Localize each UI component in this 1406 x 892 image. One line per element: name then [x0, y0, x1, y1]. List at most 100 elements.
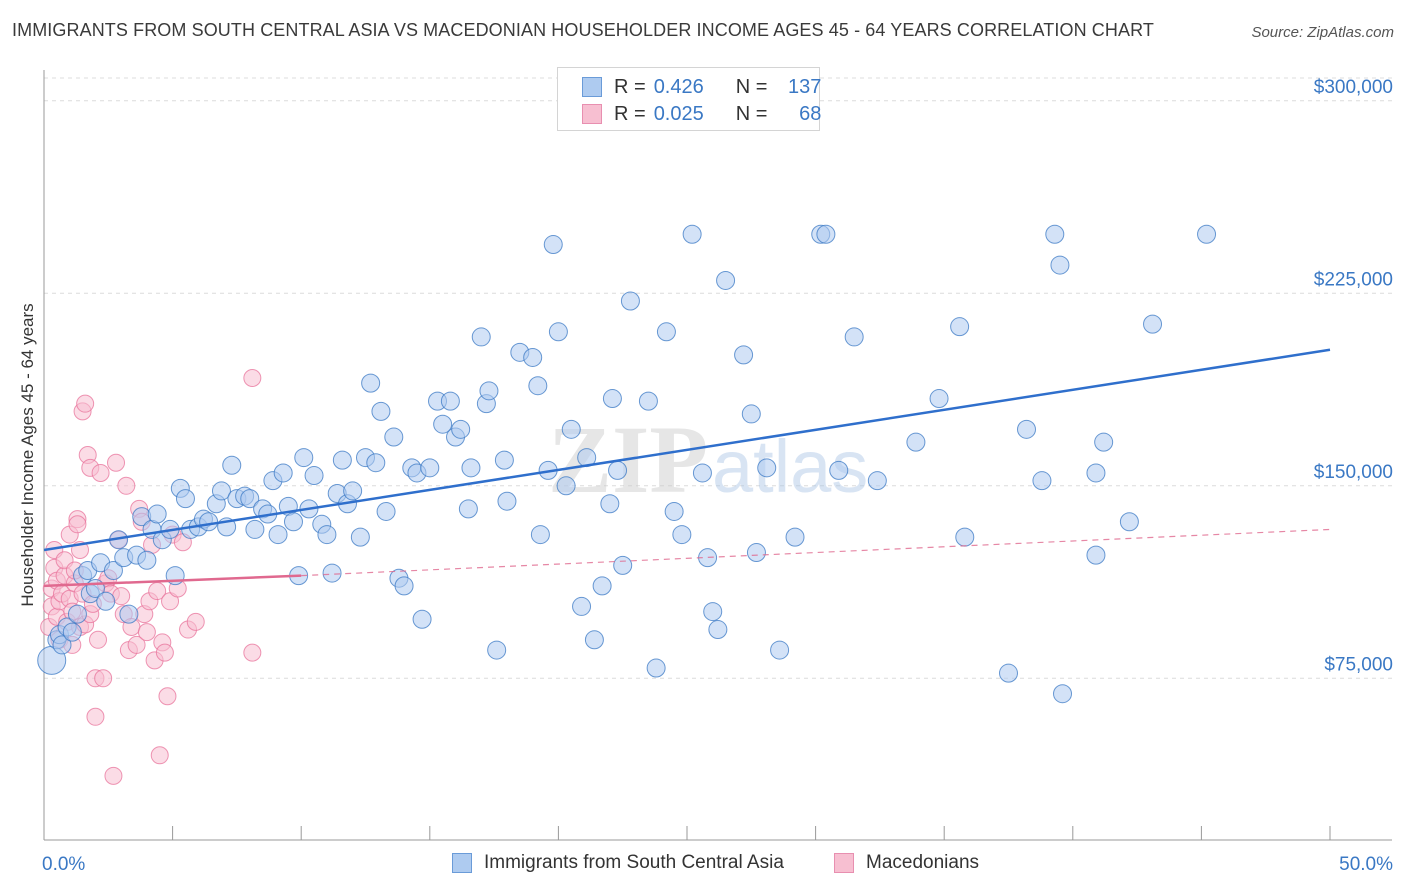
legend-swatch-blue: [452, 853, 472, 873]
macedonians-point: [107, 453, 126, 472]
x-tick-label-min: 0.0%: [42, 854, 85, 875]
south-central-asia-point: [283, 512, 303, 532]
south-central-asia-point: [371, 401, 391, 421]
south-central-asia-point: [600, 494, 620, 514]
south-central-asia-point: [96, 591, 116, 611]
south-central-asia-point: [1017, 419, 1037, 439]
south-central-asia-point: [487, 640, 507, 660]
south-central-asia-point: [461, 458, 481, 478]
watermark: ZIP atlas: [548, 406, 868, 513]
south-central-asia-point: [451, 419, 471, 439]
macedonians-point: [137, 623, 156, 642]
south-central-asia-point: [770, 640, 790, 660]
south-central-asia-point: [222, 455, 242, 475]
south-central-asia-point: [199, 512, 219, 532]
legend-r-label: R =: [614, 75, 646, 98]
south-central-asia-point: [929, 389, 949, 409]
south-central-asia-point: [682, 224, 702, 244]
south-central-asia-point: [67, 604, 87, 624]
legend-r-label: R =: [614, 102, 646, 125]
legend-n-label: N =: [735, 75, 768, 98]
bottom-legend-label: Immigrants from South Central Asia: [484, 852, 784, 873]
south-central-asia-point: [646, 658, 666, 678]
south-central-asia-point: [304, 466, 324, 486]
legend-r-value: 0.025: [653, 102, 704, 125]
south-central-asia-point: [240, 489, 260, 509]
south-central-asia-point: [211, 481, 231, 501]
legend-n-label: N =: [735, 102, 768, 125]
macedonians-point: [243, 369, 262, 387]
macedonians-point: [158, 687, 177, 706]
legend-n-value: 137: [788, 75, 822, 98]
legend-swatch-blue: [582, 77, 602, 97]
source-label: Source: ZipAtlas.com: [1251, 24, 1394, 41]
south-central-asia-point: [528, 376, 548, 396]
south-central-asia-points: [37, 224, 1217, 704]
south-central-asia-point: [412, 609, 432, 629]
macedonians-trend-line: [43, 574, 302, 588]
axis-labels: $75,000 $150,000 $225,000 $300,000 0.0% 50.0%…: [18, 77, 1393, 875]
macedonians-point: [150, 746, 169, 765]
macedonians-point: [117, 476, 136, 495]
south-central-asia-point: [523, 347, 543, 367]
south-central-asia-point: [734, 345, 754, 365]
south-central-asia-point: [548, 322, 568, 342]
south-central-asia-point: [1050, 255, 1070, 275]
south-central-asia-point: [361, 373, 381, 393]
south-central-asia-point: [584, 630, 604, 650]
south-central-asia-point: [440, 391, 460, 411]
south-central-asia-point: [1086, 545, 1106, 565]
south-central-asia-point: [119, 604, 139, 624]
macedonians-point: [112, 587, 131, 606]
south-central-asia-point: [420, 458, 440, 478]
macedonians-point: [94, 669, 113, 688]
south-central-asia-point: [52, 635, 72, 655]
bottom-legend-item-asia: Immigrants from South Central Asia: [452, 852, 784, 874]
south-central-asia-point: [1045, 224, 1065, 244]
south-central-asia-point: [433, 414, 453, 434]
south-central-asia-point: [785, 527, 805, 547]
south-central-asia-point: [494, 450, 514, 470]
south-central-asia-point: [638, 391, 658, 411]
axes: [43, 70, 1392, 841]
south-central-asia-point: [844, 327, 864, 347]
macedonians-point: [127, 635, 146, 654]
south-central-asia-point: [950, 317, 970, 337]
south-central-asia-point: [816, 224, 836, 244]
south-central-asia-point: [103, 561, 123, 580]
south-central-asia-point: [620, 291, 640, 311]
south-central-asia-point: [692, 463, 712, 483]
south-central-asia-point: [384, 427, 404, 447]
south-central-asia-point: [471, 327, 491, 347]
south-central-asia-point: [867, 471, 887, 491]
south-central-asia-point: [613, 555, 633, 575]
legend-swatch-pink: [834, 853, 854, 873]
y-tick-label: $225,000: [1314, 269, 1393, 290]
macedonians-point: [89, 630, 108, 649]
south-central-asia-point: [829, 460, 849, 480]
south-central-asia-point: [703, 602, 723, 622]
macedonians-point: [86, 707, 105, 726]
south-central-asia-point: [1143, 314, 1163, 334]
south-central-asia-point: [317, 525, 337, 545]
macedonians-point: [243, 643, 262, 662]
asia-trend-line: [43, 348, 1331, 552]
south-central-asia-point: [999, 663, 1018, 683]
south-central-asia-point: [332, 450, 352, 470]
south-central-asia-point: [746, 543, 766, 563]
macedonians-trend-line-dashed: [301, 528, 1331, 577]
chart-title: IMMIGRANTS FROM SOUTH CENTRAL ASIA VS MA…: [12, 20, 1154, 40]
south-central-asia-point: [343, 481, 363, 501]
south-central-asia-point: [175, 489, 195, 509]
south-central-asia-point: [716, 270, 736, 290]
south-central-asia-point: [62, 622, 82, 642]
south-central-asia-point: [497, 491, 517, 511]
macedonians-point: [68, 515, 87, 534]
south-central-asia-point: [1119, 512, 1139, 532]
south-central-asia-point: [592, 576, 612, 596]
south-central-asia-point: [602, 389, 622, 409]
south-central-asia-point: [741, 404, 761, 424]
macedonians-point: [186, 612, 205, 631]
south-central-asia-point: [268, 525, 288, 545]
